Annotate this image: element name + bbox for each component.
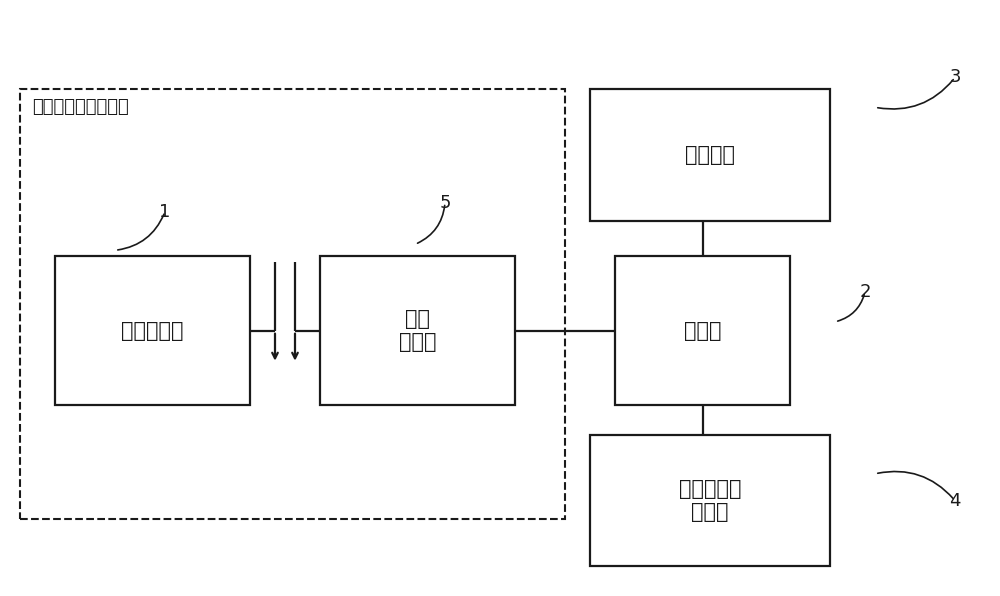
Text: 2: 2 [859, 283, 871, 301]
Text: 1: 1 [159, 203, 171, 221]
Bar [20, 89, 565, 519]
Bar [320, 256, 515, 405]
Text: 上位机: 上位机 [684, 321, 721, 341]
Text: 光源系统: 光源系统 [685, 145, 735, 165]
Bar [590, 435, 830, 566]
Text: 4: 4 [949, 492, 961, 510]
Bar [615, 256, 790, 405]
Text: 3: 3 [949, 69, 961, 86]
Text: 参数调节和显示装置: 参数调节和显示装置 [32, 98, 129, 116]
Text: 5: 5 [439, 194, 451, 212]
Text: 手持操作器: 手持操作器 [121, 321, 184, 341]
Text: 无线
通信器: 无线 通信器 [399, 309, 436, 352]
Text: 光束聚焦传
输系统: 光束聚焦传 输系统 [679, 479, 741, 522]
Bar [590, 89, 830, 221]
Bar [55, 256, 250, 405]
